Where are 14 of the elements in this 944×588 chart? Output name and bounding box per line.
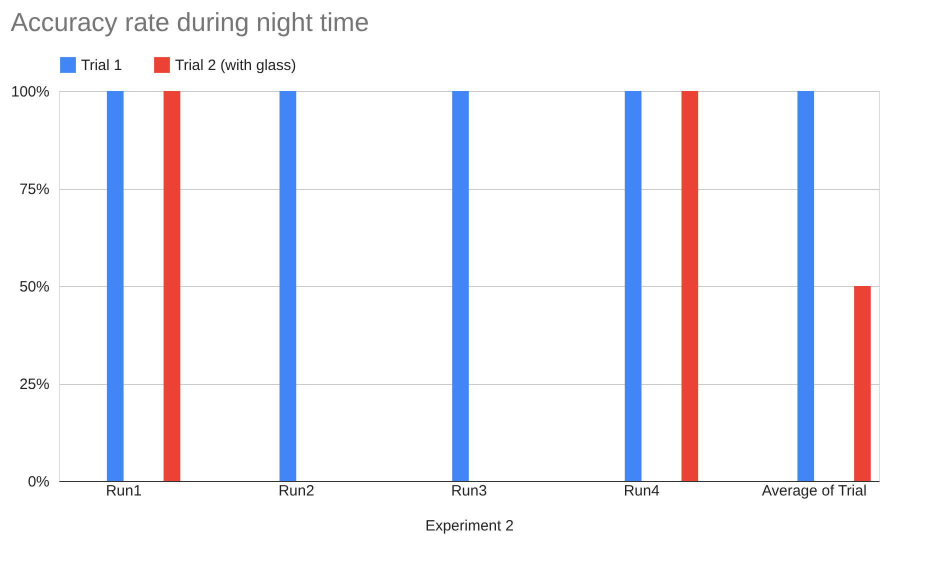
x-tick-label: Run3 [451,482,487,500]
y-tick-label: 100% [11,84,50,100]
x-tick-label: Run2 [278,482,314,500]
y-tick-label: 75% [19,181,50,198]
x-tick-label: Run1 [106,482,142,500]
chart-title: Accuracy rate during night time [10,7,370,37]
x-tick-label: Average of Trial [762,482,867,500]
y-tick-label: 25% [19,376,50,393]
x-axis-title: Experiment 2 [425,518,514,534]
y-tick-label: 0% [28,474,50,490]
legend-label: Trial 2 (with glass) [175,57,296,74]
y-tick-label: 50% [19,278,50,296]
x-tick-label: Run4 [624,482,660,500]
legend-label: Trial 1 [81,57,122,74]
